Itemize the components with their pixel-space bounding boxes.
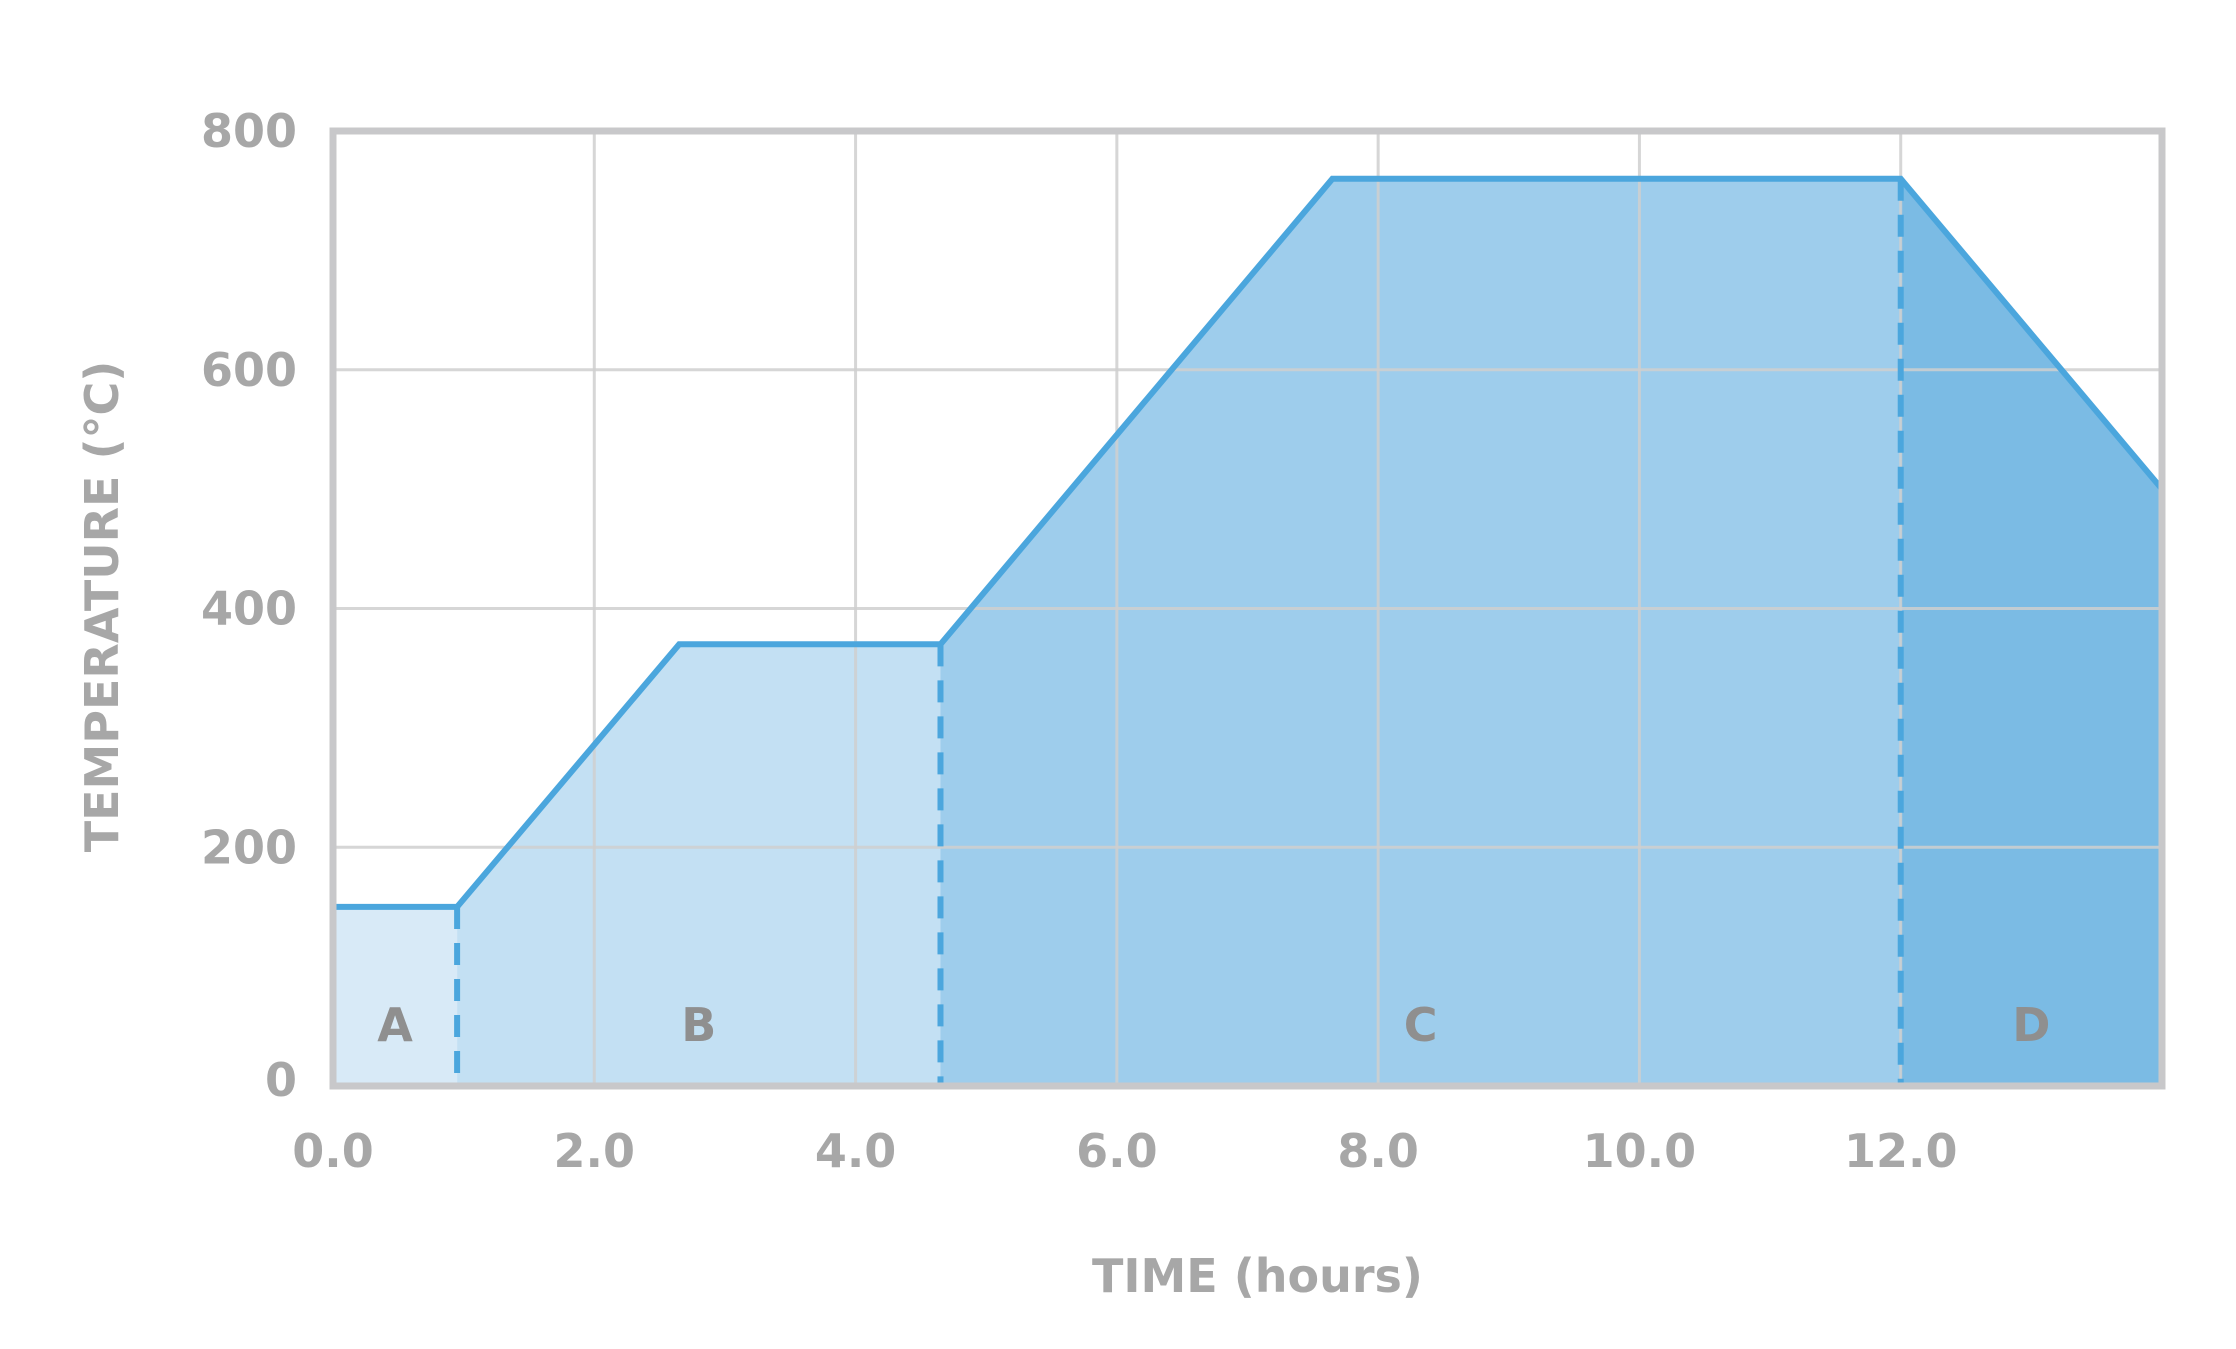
frame-layer <box>329 127 2166 1090</box>
region-d-label: D <box>2012 998 2050 1052</box>
region-d-fill <box>1900 178 2162 1087</box>
x-tick-label: 2.0 <box>554 1124 636 1178</box>
x-tick-label: 4.0 <box>815 1124 897 1178</box>
x-tick-label: 10.0 <box>1583 1124 1697 1178</box>
y-axis-title: TEMPERATURE (°C) <box>75 361 129 853</box>
x-axis-title: TIME (hours) <box>1092 1249 1423 1303</box>
x-tick-label: 12.0 <box>1844 1124 1958 1178</box>
region-b-label: B <box>681 998 716 1052</box>
region-c-fill <box>940 178 1901 1087</box>
y-tick-label: 400 <box>201 582 297 636</box>
x-tick-label: 8.0 <box>1337 1124 1419 1178</box>
x-tick-label: 6.0 <box>1076 1124 1158 1178</box>
y-tick-label: 800 <box>201 104 297 158</box>
plot-frame <box>329 127 2166 1090</box>
y-tick-label: 600 <box>201 343 297 397</box>
label-layer: 0 200 400 600 800 0.0 2.0 4.0 6.0 8.0 10.0 12.0 A B C D <box>201 104 2050 1178</box>
region-a-label: A <box>377 998 413 1052</box>
x-tick-label: 0.0 <box>292 1124 374 1178</box>
region-c-label: C <box>1404 998 1438 1052</box>
region-a-fill <box>333 906 458 1086</box>
region-b-fill <box>457 644 941 1086</box>
grid-layer <box>333 131 2162 1086</box>
boundary-layer <box>454 178 1904 1086</box>
y-tick-label: 200 <box>201 820 297 874</box>
y-tick-label: 0 <box>265 1053 297 1107</box>
regions-layer <box>333 178 2162 1087</box>
